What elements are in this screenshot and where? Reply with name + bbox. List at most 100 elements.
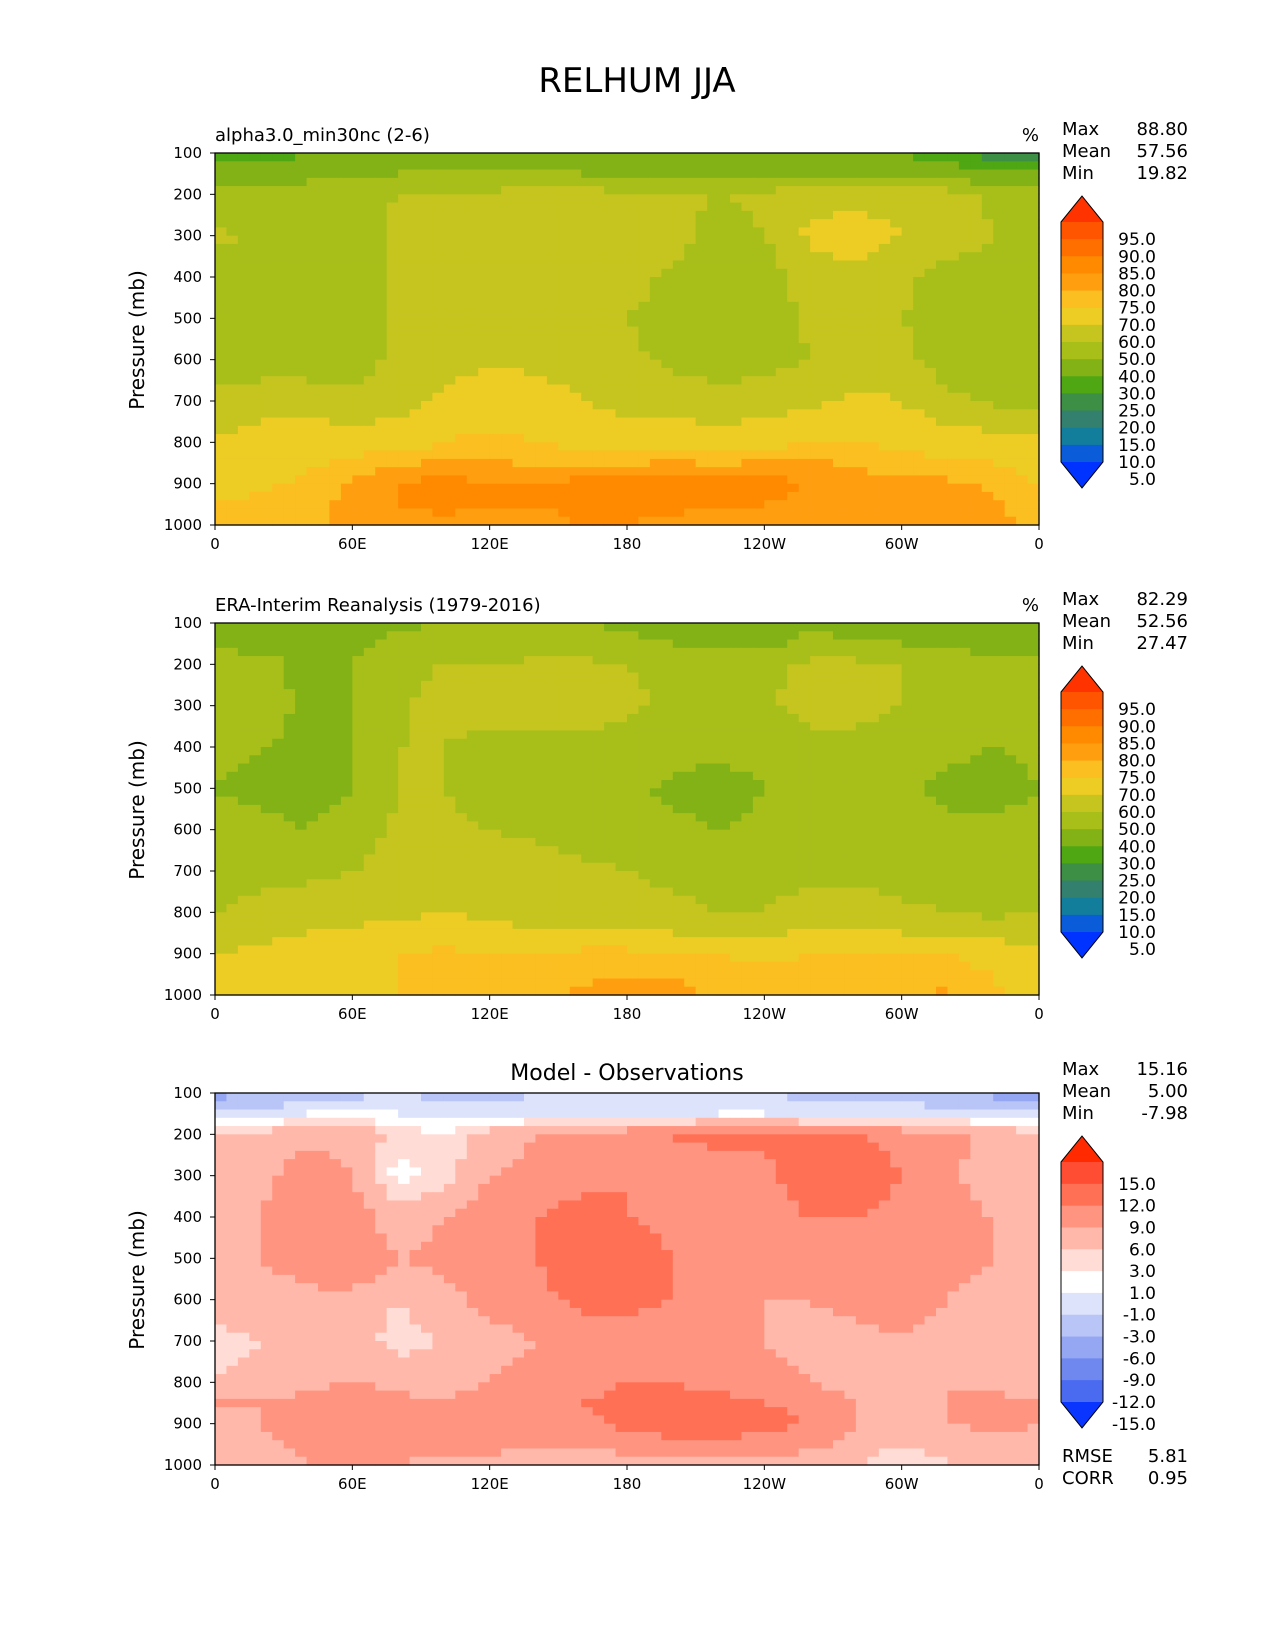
heatmap-cell bbox=[455, 285, 468, 295]
heatmap-cell bbox=[466, 722, 479, 732]
heatmap-cell bbox=[821, 227, 834, 237]
heatmap-cell bbox=[306, 738, 319, 748]
heatmap-cell bbox=[409, 656, 422, 665]
heatmap-cell bbox=[409, 194, 422, 204]
heatmap-cell bbox=[1016, 318, 1029, 328]
heatmap-cell bbox=[386, 705, 399, 715]
heatmap-cell bbox=[867, 376, 880, 386]
heatmap-cell bbox=[775, 219, 788, 228]
heatmap-cell bbox=[432, 656, 445, 665]
heatmap-cell bbox=[638, 508, 651, 518]
heatmap-cell bbox=[604, 227, 617, 237]
heatmap-cell bbox=[833, 747, 846, 756]
heatmap-cell bbox=[741, 623, 754, 632]
heatmap-cell bbox=[592, 442, 605, 452]
heatmap-cell bbox=[798, 268, 811, 278]
heatmap-cell bbox=[958, 680, 971, 690]
heatmap-cell bbox=[821, 202, 834, 212]
heatmap-cell bbox=[1016, 392, 1029, 402]
heatmap-cell bbox=[890, 680, 903, 690]
heatmap-cell bbox=[1004, 475, 1017, 485]
heatmap-cell bbox=[272, 202, 285, 212]
heatmap-cell bbox=[1027, 656, 1040, 665]
heatmap-cell bbox=[306, 804, 319, 814]
heatmap-cell bbox=[970, 664, 983, 674]
heatmap-cell bbox=[512, 780, 525, 789]
heatmap-cell bbox=[443, 285, 456, 295]
heatmap-cell bbox=[855, 664, 868, 674]
heatmap-cell bbox=[684, 425, 697, 435]
heatmap-cell bbox=[592, 434, 605, 443]
heatmap-cell bbox=[249, 680, 262, 690]
heatmap-cell bbox=[775, 639, 788, 649]
heatmap-cell bbox=[592, 409, 605, 419]
heatmap-cell bbox=[386, 351, 399, 361]
heatmap-cell bbox=[226, 310, 239, 319]
heatmap-cell bbox=[901, 252, 914, 262]
heatmap-cell bbox=[638, 392, 651, 402]
heatmap-cell bbox=[443, 450, 456, 460]
heatmap-cell bbox=[1004, 376, 1017, 386]
heatmap-cell bbox=[421, 516, 434, 526]
heatmap-cell bbox=[318, 747, 331, 756]
heatmap-cell bbox=[535, 153, 548, 162]
heatmap-cell bbox=[283, 639, 296, 649]
heatmap-cell bbox=[890, 425, 903, 435]
y-tick-label: 900 bbox=[173, 475, 202, 493]
heatmap-cell bbox=[1027, 664, 1040, 674]
heatmap-cell bbox=[672, 500, 685, 510]
heatmap-cell bbox=[833, 672, 846, 682]
heatmap-cell bbox=[924, 788, 937, 798]
heatmap-cell bbox=[443, 210, 456, 220]
heatmap-cell bbox=[730, 219, 743, 228]
heatmap-cell bbox=[535, 392, 548, 402]
heatmap-cell bbox=[352, 227, 365, 237]
heatmap-cell bbox=[901, 483, 914, 493]
heatmap-cell bbox=[409, 202, 422, 212]
heatmap-cell bbox=[707, 763, 720, 773]
heatmap-cell bbox=[958, 153, 971, 162]
heatmap-cell bbox=[901, 763, 914, 773]
heatmap-cell bbox=[558, 508, 571, 518]
heatmap-cell bbox=[878, 219, 891, 228]
heatmap-cell bbox=[1016, 334, 1029, 344]
heatmap-cell bbox=[226, 326, 239, 336]
heatmap-cell bbox=[947, 153, 960, 162]
heatmap-cell bbox=[1027, 392, 1040, 402]
heatmap-cell bbox=[432, 804, 445, 814]
heatmap-cell bbox=[226, 301, 239, 311]
heatmap-cell bbox=[741, 467, 754, 476]
heatmap-cell bbox=[1016, 359, 1029, 369]
heatmap-cell bbox=[810, 227, 823, 237]
heatmap-cell bbox=[546, 623, 559, 632]
heatmap-cell bbox=[352, 384, 365, 394]
heatmap-cell bbox=[432, 442, 445, 452]
heatmap-cell bbox=[283, 359, 296, 369]
heatmap-cell bbox=[855, 647, 868, 657]
heatmap-cell bbox=[260, 392, 273, 402]
heatmap-cell bbox=[627, 343, 640, 352]
heatmap-cell bbox=[592, 343, 605, 352]
heatmap-cell bbox=[226, 268, 239, 278]
heatmap-cell bbox=[421, 697, 434, 707]
heatmap-cell bbox=[215, 516, 228, 526]
heatmap-cell bbox=[981, 500, 994, 510]
heatmap-cell bbox=[649, 367, 662, 377]
heatmap-cell bbox=[489, 516, 502, 526]
heatmap-cell bbox=[855, 417, 868, 427]
heatmap-cell bbox=[695, 680, 708, 690]
heatmap-cell bbox=[569, 639, 582, 649]
heatmap-cell bbox=[295, 177, 308, 187]
heatmap-cell bbox=[432, 351, 445, 361]
heatmap-cell bbox=[867, 747, 880, 756]
heatmap-cell bbox=[421, 227, 434, 237]
heatmap-cell bbox=[569, 268, 582, 278]
heatmap-cell bbox=[546, 647, 559, 657]
heatmap-cell bbox=[649, 467, 662, 476]
heatmap-cell bbox=[970, 722, 983, 732]
heatmap-cell bbox=[810, 186, 823, 195]
heatmap-cell bbox=[1004, 161, 1017, 171]
heatmap-cell bbox=[798, 425, 811, 435]
heatmap-cell bbox=[260, 367, 273, 377]
heatmap-cell bbox=[569, 219, 582, 228]
